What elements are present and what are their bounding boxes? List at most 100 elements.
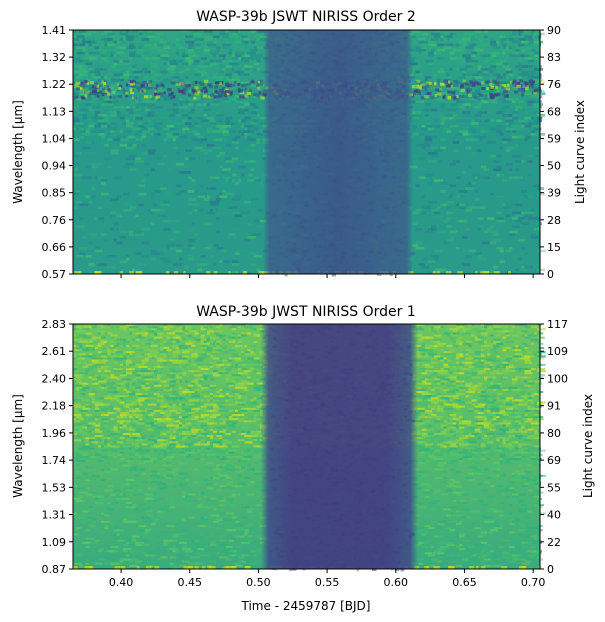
heatmap-cell bbox=[225, 78, 230, 82]
heatmap-cell bbox=[508, 168, 513, 172]
heatmap-cell bbox=[455, 328, 461, 331]
heatmap-cell bbox=[163, 227, 171, 231]
heatmap-cell bbox=[132, 349, 139, 352]
heatmap-cell bbox=[147, 54, 151, 58]
heatmap-cell bbox=[427, 227, 434, 231]
heatmap-cell bbox=[157, 133, 164, 136]
heatmap-cell bbox=[147, 114, 157, 117]
heatmap-cell bbox=[76, 57, 80, 60]
heatmap-cell bbox=[231, 35, 240, 39]
heatmap-cell bbox=[471, 255, 478, 258]
heatmap-cell bbox=[241, 35, 248, 39]
heatmap-cell bbox=[431, 124, 441, 128]
order-2-ylabel-right: Light curve index bbox=[573, 100, 587, 204]
heatmap-cell bbox=[437, 324, 441, 327]
heatmap-cell bbox=[499, 89, 506, 93]
heatmap-cell bbox=[94, 246, 100, 250]
heatmap-cell bbox=[455, 81, 461, 85]
heatmap-cell bbox=[253, 257, 259, 261]
heatmap-cell bbox=[493, 233, 500, 237]
heatmap-cell bbox=[129, 46, 136, 50]
heatmap-cell bbox=[484, 59, 494, 63]
heatmap-cell bbox=[231, 54, 236, 58]
heatmap-cell bbox=[122, 338, 127, 341]
heatmap-cell bbox=[178, 326, 184, 329]
heatmap-cell bbox=[101, 340, 106, 343]
heatmap-cell bbox=[76, 349, 84, 352]
heatmap-cell bbox=[459, 76, 467, 79]
heatmap-cell bbox=[225, 73, 235, 77]
heatmap-cell bbox=[244, 326, 253, 329]
heatmap-cell bbox=[135, 54, 139, 58]
heatmap-cell bbox=[455, 326, 465, 329]
heatmap-cell bbox=[104, 103, 114, 106]
heatmap-cell bbox=[125, 135, 134, 139]
heatmap-cell bbox=[421, 146, 426, 150]
noise-cell bbox=[221, 87, 227, 90]
heatmap-cell bbox=[449, 336, 458, 339]
heatmap-cell bbox=[518, 257, 522, 261]
heatmap-cell bbox=[178, 65, 183, 68]
heatmap-cell bbox=[110, 340, 114, 343]
heatmap-cell bbox=[107, 265, 116, 269]
heatmap-cell bbox=[203, 246, 208, 250]
heatmap-cell bbox=[94, 217, 100, 220]
noise-cell bbox=[434, 93, 438, 97]
heatmap-cell bbox=[210, 187, 217, 190]
heatmap-cell bbox=[431, 342, 440, 345]
heatmap-cell bbox=[203, 198, 210, 201]
heatmap-cell bbox=[253, 219, 260, 223]
heatmap-cell bbox=[76, 97, 85, 101]
heatmap-cell bbox=[219, 260, 224, 264]
heatmap-cell bbox=[135, 105, 139, 109]
y-right-tick-label: 83 bbox=[547, 51, 561, 64]
noise-cell bbox=[453, 80, 458, 84]
heatmap-cell bbox=[97, 342, 105, 345]
heatmap-cell bbox=[474, 119, 483, 123]
heatmap-cell bbox=[244, 73, 250, 77]
heatmap-cell bbox=[76, 324, 81, 327]
heatmap-cell bbox=[107, 124, 112, 128]
heatmap-cell bbox=[138, 349, 144, 352]
heatmap-cell bbox=[157, 328, 165, 331]
heatmap-cell bbox=[527, 57, 533, 60]
heatmap-cell bbox=[163, 78, 172, 82]
heatmap-cell bbox=[502, 73, 511, 77]
heatmap-cell bbox=[157, 105, 164, 109]
heatmap-cell bbox=[188, 54, 197, 58]
heatmap-cell bbox=[250, 160, 256, 163]
heatmap-cell bbox=[247, 51, 256, 55]
heatmap-cell bbox=[160, 38, 164, 41]
heatmap-cell bbox=[210, 200, 220, 204]
noise-cell bbox=[246, 83, 250, 87]
heatmap-cell bbox=[206, 32, 213, 36]
heatmap-cell bbox=[253, 108, 258, 112]
heatmap-cell bbox=[484, 324, 493, 327]
heatmap-cell bbox=[178, 78, 185, 82]
heatmap-cell bbox=[228, 334, 233, 337]
noise-cell bbox=[219, 88, 224, 92]
heatmap-cell bbox=[104, 54, 110, 58]
heatmap-cell bbox=[219, 249, 226, 253]
heatmap-cell bbox=[480, 332, 488, 335]
heatmap-cell bbox=[82, 133, 91, 136]
noise-cell bbox=[525, 87, 529, 91]
heatmap-cell bbox=[431, 108, 438, 112]
heatmap-cell bbox=[88, 114, 92, 117]
heatmap-cell bbox=[440, 146, 446, 150]
heatmap-cell bbox=[79, 336, 83, 339]
heatmap-cell bbox=[110, 211, 116, 215]
heatmap-cell bbox=[94, 116, 104, 120]
heatmap-cell bbox=[250, 84, 260, 87]
heatmap-cell bbox=[210, 122, 217, 125]
heatmap-cell bbox=[493, 46, 500, 50]
heatmap-cell bbox=[418, 40, 425, 44]
heatmap-cell bbox=[462, 171, 467, 174]
heatmap-cell bbox=[238, 35, 243, 39]
heatmap-cell bbox=[244, 57, 249, 60]
heatmap-cell bbox=[256, 208, 264, 212]
heatmap-cell bbox=[104, 108, 108, 112]
heatmap-cell bbox=[474, 49, 484, 52]
y-right-tick-label: 15 bbox=[547, 241, 561, 254]
heatmap-cell bbox=[443, 38, 451, 41]
